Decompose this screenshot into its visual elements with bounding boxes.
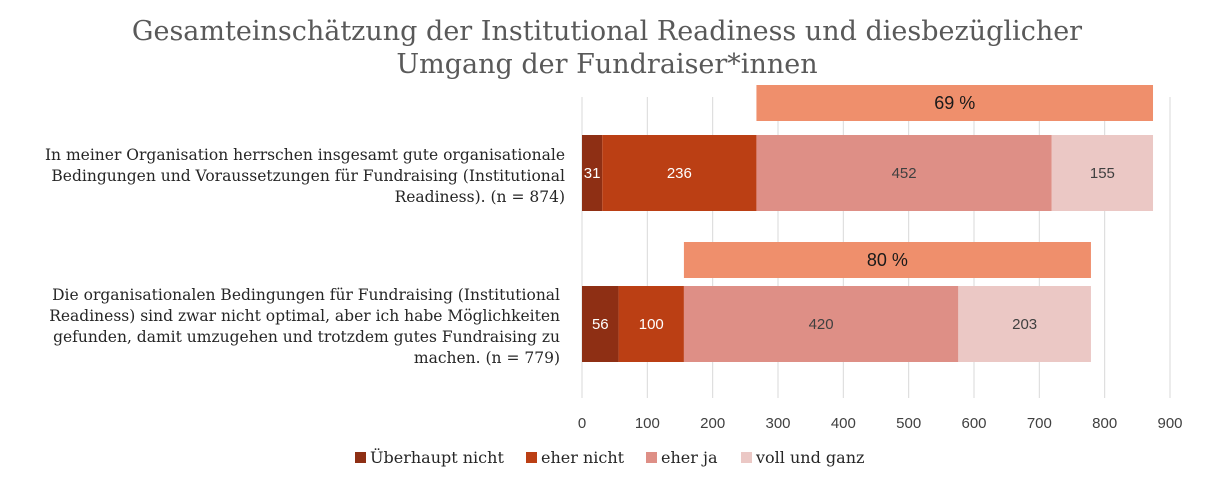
category-label-2-line-2: Readiness) sind zwar nicht optimal, aber… [49, 307, 560, 325]
agreement-label-1: 69 % [934, 93, 975, 113]
data-label-c2-s4: 203 [1012, 316, 1037, 333]
legend-label-1: Überhaupt nicht [370, 447, 504, 467]
x-axis-ticks: 0 100 200 300 400 500 600 700 800 900 [578, 415, 1183, 432]
agreement-label-2: 80 % [867, 250, 908, 270]
data-label-c2-s2: 100 [639, 316, 664, 333]
category-label-1-line-3: Readiness). (n = 874) [395, 188, 565, 206]
bar-segment-c1-s4 [1051, 135, 1154, 211]
x-tick-label-300: 300 [765, 415, 790, 432]
data-label-c1-s4: 155 [1090, 165, 1115, 182]
category-label-1: In meiner Organisation herrschen insgesa… [45, 146, 565, 206]
x-tick-label-900: 900 [1157, 415, 1182, 432]
legend-label-4: voll und ganz [755, 448, 864, 467]
legend-label-2: eher nicht [541, 448, 625, 467]
chart-title-line-2: Umgang der Fundraiser*innen [396, 49, 817, 80]
category-labels: In meiner Organisation herrschen insgesa… [45, 146, 565, 367]
x-tick-label-500: 500 [896, 415, 921, 432]
legend-swatch-3 [646, 452, 657, 463]
bars: 31 236 452 155 56 100 420 203 [582, 135, 1154, 362]
legend-label-3: eher ja [661, 448, 718, 467]
category-label-2-line-3: gefunden, damit umzugehen und trotzdem g… [53, 328, 560, 346]
x-tick-label-0: 0 [578, 415, 586, 432]
bar-segment-c2-s3 [683, 286, 959, 362]
chart-title: Gesamteinschätzung der Institutional Rea… [132, 16, 1082, 80]
bar-segment-c2-s2 [618, 286, 684, 362]
bar-segment-c1-s3 [756, 135, 1052, 211]
x-tick-label-800: 800 [1092, 415, 1117, 432]
data-label-c2-s3: 420 [809, 316, 834, 333]
legend-swatch-4 [741, 452, 752, 463]
agreement-bars: 69 % 80 % [683, 85, 1154, 278]
x-tick-label-100: 100 [635, 415, 660, 432]
x-tick-label-600: 600 [961, 415, 986, 432]
data-label-c1-s3: 452 [892, 165, 917, 182]
agreement-bar-2 [683, 242, 1091, 278]
chart-title-line-1: Gesamteinschätzung der Institutional Rea… [132, 16, 1082, 47]
legend-swatch-1 [355, 452, 366, 463]
category-label-2: Die organisationalen Bedingungen für Fun… [49, 286, 560, 367]
legend: Überhaupt nicht eher nicht eher ja voll und… [355, 447, 864, 467]
bar-segment-c2-s1 [582, 286, 619, 362]
legend-swatch-2 [526, 452, 537, 463]
data-label-c1-s2: 236 [667, 165, 692, 182]
x-tick-label-200: 200 [700, 415, 725, 432]
data-label-c1-s1: 31 [584, 165, 601, 182]
x-tick-label-700: 700 [1027, 415, 1052, 432]
category-label-1-line-1: In meiner Organisation herrschen insgesa… [45, 146, 565, 164]
bar-segment-c2-s4 [958, 286, 1091, 362]
category-label-2-line-4: machen. (n = 779) [414, 349, 560, 367]
bar-segment-c1-s2 [602, 135, 757, 211]
category-label-1-line-2: Bedingungen und Voraussetzungen für Fund… [51, 167, 565, 185]
data-label-c2-s1: 56 [592, 316, 609, 333]
x-tick-label-400: 400 [831, 415, 856, 432]
category-label-2-line-1: Die organisationalen Bedingungen für Fun… [52, 286, 560, 304]
agreement-bar-1 [756, 85, 1154, 121]
bar-segment-c1-s1 [582, 135, 603, 211]
